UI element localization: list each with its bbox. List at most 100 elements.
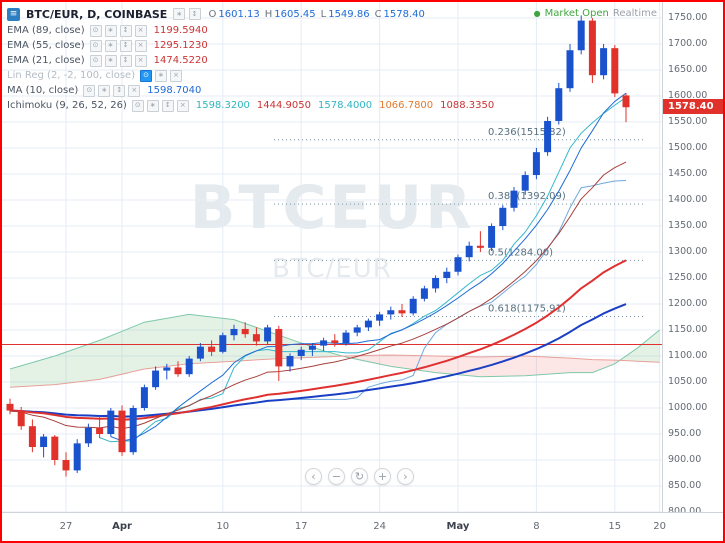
time-axis-label: 20 <box>653 521 666 532</box>
price-axis-label: 1550.00 <box>668 116 708 127</box>
indicator-row: EMA (21, close) ⊙ ∗ ↕ × 1474.5220 <box>7 53 494 68</box>
indicator-gear-button[interactable]: ∗ <box>98 84 111 97</box>
ohlc-value: 1601.13 <box>218 8 260 20</box>
menu-icon[interactable]: ≡ <box>7 7 20 21</box>
market-open-dot-icon: ● <box>533 9 541 18</box>
time-axis-label: 15 <box>608 521 622 532</box>
price-axis-label: 1450.00 <box>668 168 708 179</box>
indicator-eye-button[interactable]: ⊙ <box>89 39 102 52</box>
overlay-lines <box>9 92 627 443</box>
price-axis-label: 950.00 <box>668 428 702 439</box>
price-axis-label: 1700.00 <box>668 38 708 49</box>
ohlc-value: 1578.40 <box>383 8 425 20</box>
indicator-close-button[interactable]: × <box>176 99 189 112</box>
time-axis[interactable]: 27 Apr 10 17 24 May 8 15 20 <box>2 512 723 541</box>
price-axis-label: 1150.00 <box>668 324 708 335</box>
candles-series <box>6 15 630 477</box>
indicator-close-button[interactable]: × <box>134 24 147 37</box>
price-axis-label: 1100.00 <box>668 350 708 361</box>
zoom-out-button[interactable]: − <box>328 468 345 485</box>
ohlc-letter: L <box>320 8 327 20</box>
indicator-eye-button[interactable]: ⊙ <box>131 99 144 112</box>
price-axis-label: 900.00 <box>668 454 702 465</box>
indicator-value: 1474.5220 <box>153 55 208 66</box>
scroll-left-button[interactable]: ‹ <box>305 468 322 485</box>
indicator-gear-button[interactable]: ∗ <box>155 69 168 82</box>
indicator-eye-button[interactable]: ⊙ <box>89 54 102 67</box>
indicator-value: 1088.3350 <box>440 100 495 111</box>
price-axis-label: 1650.00 <box>668 64 708 75</box>
price-axis-label: 1500.00 <box>668 142 708 153</box>
symbol-row: ≡ BTC/EUR, D, COINBASE ∗ ↕ O 1601.13 H 1605… <box>7 5 494 23</box>
ohlc-letter: H <box>264 8 273 20</box>
indicator-value: 1066.7800 <box>379 100 434 111</box>
grid-lines <box>2 2 662 513</box>
price-axis[interactable]: 800.00 850.00 900.00 950.00 1000.00 1050.00 11… <box>662 2 723 517</box>
chart-nav-controls: ‹ − ↻ + › <box>305 468 414 485</box>
indicator-arrows-button[interactable]: ↕ <box>119 54 132 67</box>
fib-level-label: 0.5(1284.00) <box>488 247 553 258</box>
indicator-gear-button[interactable]: ∗ <box>104 39 117 52</box>
indicator-eye-button[interactable]: ⊙ <box>89 24 102 37</box>
indicator-arrows-button[interactable]: ↕ <box>113 84 126 97</box>
indicator-name[interactable]: MA (10, close) <box>7 85 79 96</box>
scroll-right-button[interactable]: › <box>397 468 414 485</box>
time-axis-label: 8 <box>533 521 540 532</box>
market-open-label: Market Open <box>544 8 609 19</box>
indicator-arrows-button[interactable]: ↕ <box>119 39 132 52</box>
ichimoku-cloud <box>9 313 660 388</box>
fib-level-label: 0.382(1392.09) <box>488 191 566 202</box>
indicator-arrows-button[interactable]: ↕ <box>161 99 174 112</box>
indicator-close-button[interactable]: × <box>170 69 183 82</box>
price-axis-label: 1400.00 <box>668 194 708 205</box>
indicator-close-button[interactable]: × <box>134 39 147 52</box>
symbol-arrows-button[interactable]: ↕ <box>188 8 201 21</box>
indicator-row: EMA (89, close) ⊙ ∗ ↕ × 1199.5940 <box>7 23 494 38</box>
indicator-name[interactable]: EMA (89, close) <box>7 25 85 36</box>
indicator-row: MA (10, close) ⊙ ∗ ↕ × 1598.7040 <box>7 83 494 98</box>
indicator-name[interactable]: EMA (21, close) <box>7 55 85 66</box>
indicator-gear-button[interactable]: ∗ <box>104 24 117 37</box>
indicator-name[interactable]: Lin Reg (2, -2, 100, close) <box>7 70 136 81</box>
indicator-value: 1598.3200 <box>195 100 250 111</box>
price-axis-label: 1600.00 <box>668 90 708 101</box>
price-axis-label: 1000.00 <box>668 402 708 413</box>
indicator-name[interactable]: Ichimoku (9, 26, 52, 26) <box>7 100 127 111</box>
zoom-in-button[interactable]: + <box>374 468 391 485</box>
symbol-title[interactable]: BTC/EUR, D, COINBASE <box>26 7 168 21</box>
indicator-eye-button[interactable]: ⊙ <box>140 69 153 82</box>
time-axis-label: 10 <box>216 521 230 532</box>
symbol-gear-button[interactable]: ∗ <box>173 8 186 21</box>
indicator-gear-button[interactable]: ∗ <box>146 99 159 112</box>
ohlc-value: 1549.86 <box>328 8 370 20</box>
indicator-gear-button[interactable]: ∗ <box>104 54 117 67</box>
reset-view-button[interactable]: ↻ <box>351 468 368 485</box>
indicator-rows: EMA (89, close) ⊙ ∗ ↕ × 1199.5940 EMA (55, clo… <box>7 23 494 113</box>
indicator-name[interactable]: EMA (55, close) <box>7 40 85 51</box>
indicator-close-button[interactable]: × <box>134 54 147 67</box>
indicator-eye-button[interactable]: ⊙ <box>83 84 96 97</box>
ohlc-letter: O <box>208 8 217 20</box>
indicator-arrows-button[interactable]: ↕ <box>119 24 132 37</box>
indicator-value: 1199.5940 <box>153 25 208 36</box>
indicator-value: 1444.9050 <box>256 100 311 111</box>
price-axis-label: 1200.00 <box>668 298 708 309</box>
fib-retracement[interactable]: 0.236(1515.82) 0.382(1392.09) 0.5(1284.00)… <box>274 127 646 318</box>
market-status: ● Market Open Realtime <box>534 8 657 19</box>
ohlc-letter: C <box>374 8 382 20</box>
price-axis-label: 1050.00 <box>668 376 708 387</box>
symbol-buttons: ∗ ↕ <box>173 8 201 21</box>
indicator-close-button[interactable]: × <box>128 84 141 97</box>
indicator-value: 1578.4000 <box>318 100 373 111</box>
indicator-row: EMA (55, close) ⊙ ∗ ↕ × 1295.1230 <box>7 38 494 53</box>
time-axis-label: 24 <box>373 521 386 532</box>
time-axis-label: May <box>446 521 470 532</box>
realtime-label: Realtime <box>612 8 657 19</box>
price-axis-label: 800.00 <box>668 506 701 517</box>
indicator-row: Ichimoku (9, 26, 52, 26) ⊙ ∗ ↕ × 1598.3200 144… <box>7 98 494 113</box>
legend-panel: ≡ BTC/EUR, D, COINBASE ∗ ↕ O 1601.13 H 1605… <box>7 5 494 113</box>
price-axis-label: 850.00 <box>668 480 702 491</box>
price-axis-label: 1250.00 <box>668 272 708 283</box>
